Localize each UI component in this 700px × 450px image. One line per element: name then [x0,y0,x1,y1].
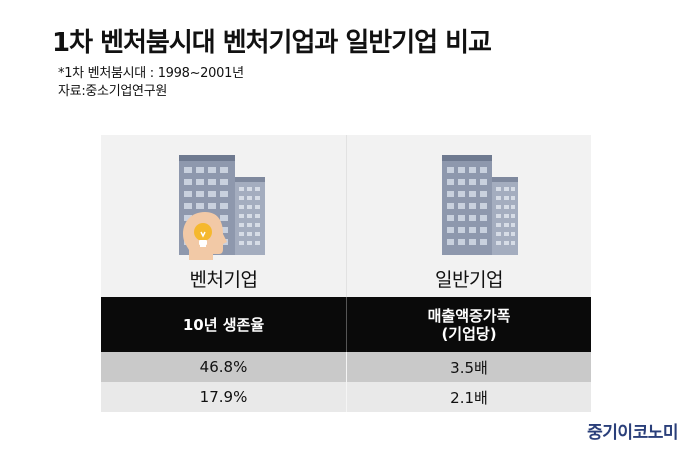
general-survival-cell: 17.9% [199,388,248,406]
page-title: 1차 벤처붐시대 벤처기업과 일반기업 비교 [52,28,492,58]
venture-label: 벤처기업 [189,269,258,291]
general-panel: 일반기업 [346,135,591,297]
table-row: 46.8% 3.5배 [101,352,591,382]
venture-survival-cell: 46.8% [199,358,248,376]
table-header-row: 10년 생존율 매출액증가폭 (기업당) [101,297,591,352]
general-growth-cell: 2.1배 [346,382,591,412]
general-label: 일반기업 [435,269,503,291]
header-sales-growth-line2: (기업당) [441,324,497,343]
header-survival-rate: 10년 생존율 [182,315,265,334]
header-sales-growth: 매출액증가폭 (기업당) [346,297,591,352]
venture-panel: 벤처기업 [101,135,346,297]
header-sales-growth-line1: 매출액증가폭 [427,306,511,325]
venture-growth-cell: 3.5배 [346,352,591,382]
source-note: 자료:중소기업연구원 [58,84,168,99]
office-building-icon [442,155,518,255]
period-note: *1차 벤처붐시대 : 1998~2001년 [58,66,244,81]
publisher-logo: 중기이코노미 [587,423,678,443]
head-lightbulb-icon [183,212,227,260]
comparison-table: 10년 생존율 매출액증가폭 (기업당) 46.8% 3.5배 17.9% 2.… [101,297,591,412]
table-row: 17.9% 2.1배 [101,382,591,412]
